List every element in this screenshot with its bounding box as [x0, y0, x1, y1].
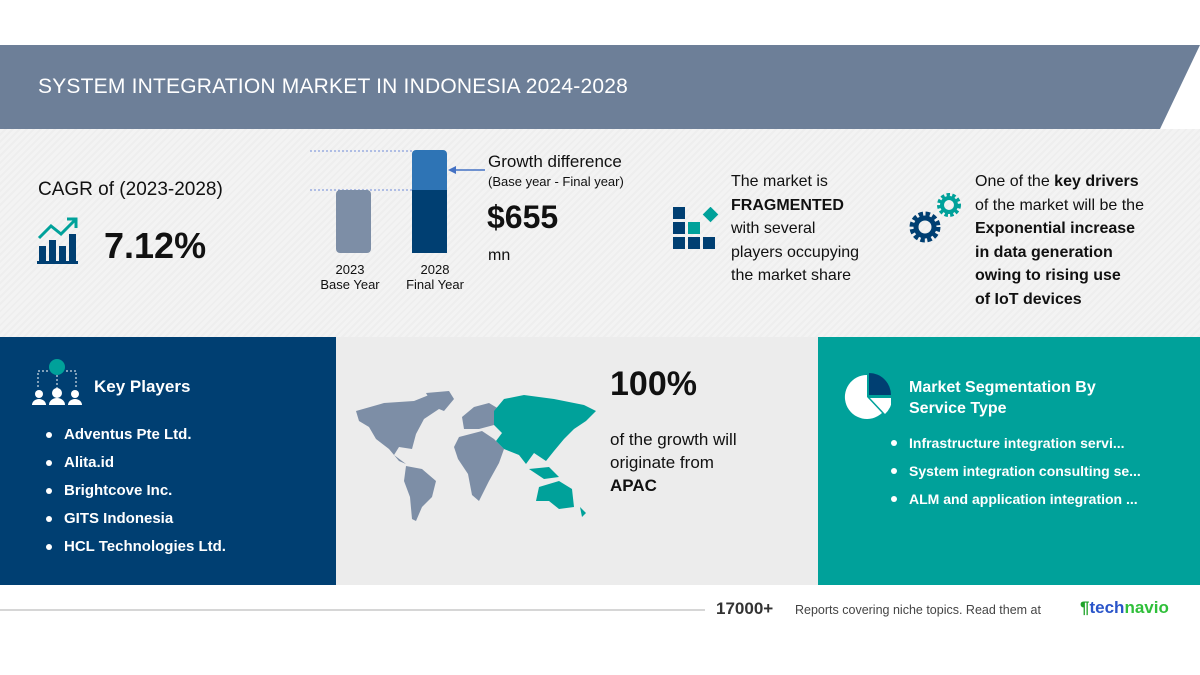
- bar-2023: [336, 190, 371, 253]
- growth-subtitle: (Base year - Final year): [488, 174, 624, 189]
- region-percent: 100%: [610, 365, 697, 403]
- segmentation-list: Infrastructure integration servi... Syst…: [889, 429, 1194, 513]
- segment-item: System integration consulting se...: [889, 457, 1194, 485]
- page-title: SYSTEM INTEGRATION MARKET IN INDONESIA 2…: [38, 75, 628, 98]
- bar-2028-top: [412, 150, 447, 195]
- bar-2028-base: [412, 190, 447, 253]
- key-players-list: Adventus Pte Ltd. Alita.id Brightcove In…: [44, 421, 324, 561]
- growth-unit: mn: [488, 247, 511, 264]
- blocks-icon: [673, 207, 719, 249]
- growth-chart-icon: [37, 217, 78, 264]
- fragmented-text: The market is FRAGMENTED with several playe…: [731, 173, 860, 284]
- reports-count: 17000+: [716, 599, 774, 618]
- player-item: Alita.id: [44, 449, 324, 477]
- world-map: [356, 391, 596, 521]
- player-item: Brightcove Inc.: [44, 477, 324, 505]
- title-banner: SYSTEM INTEGRATION MARKET IN INDONESIA 2…: [0, 45, 1200, 129]
- bar-label-2028: 2028 Final Year: [406, 262, 464, 292]
- growth-bars: [310, 150, 485, 253]
- cagr-value: 7.12%: [104, 225, 207, 266]
- growth-value: $655: [487, 199, 559, 235]
- player-item: HCL Technologies Ltd.: [44, 533, 324, 561]
- players-network-icon: [32, 359, 82, 405]
- segment-item: ALM and application integration ...: [889, 485, 1194, 513]
- technavio-logo[interactable]: ¶technavio: [1080, 598, 1169, 617]
- driver-text: One of the key drivers of the market will…: [975, 173, 1144, 308]
- region-text: of the growth will originate from APAC: [610, 430, 737, 495]
- segment-item: Infrastructure integration servi...: [889, 429, 1194, 457]
- player-item: GITS Indonesia: [44, 505, 324, 533]
- cagr-label: CAGR of (2023-2028): [38, 179, 223, 200]
- growth-title: Growth difference: [488, 152, 622, 171]
- pie-chart-icon: [844, 373, 891, 419]
- stats-band: CAGR of (2023-2028) 7.12% 2023 Base Year …: [0, 129, 1200, 337]
- bar-label-2023: 2023 Base Year: [320, 262, 380, 292]
- region-panel: 100% of the growth will originate from APA…: [336, 337, 818, 585]
- key-players-title: Key Players: [94, 377, 191, 396]
- segmentation-title: Market Segmentation By Service Type: [909, 379, 1096, 417]
- key-players-panel: Key Players Adventus Pte Ltd. Alita.id B…: [0, 337, 336, 585]
- footer-divider: [0, 609, 705, 611]
- segmentation-panel: Market Segmentation By Service Type Infra…: [818, 337, 1200, 585]
- gears-icon: [909, 193, 961, 243]
- player-item: Adventus Pte Ltd.: [44, 421, 324, 449]
- footer-text: Reports covering niche topics. Read them…: [795, 603, 1041, 617]
